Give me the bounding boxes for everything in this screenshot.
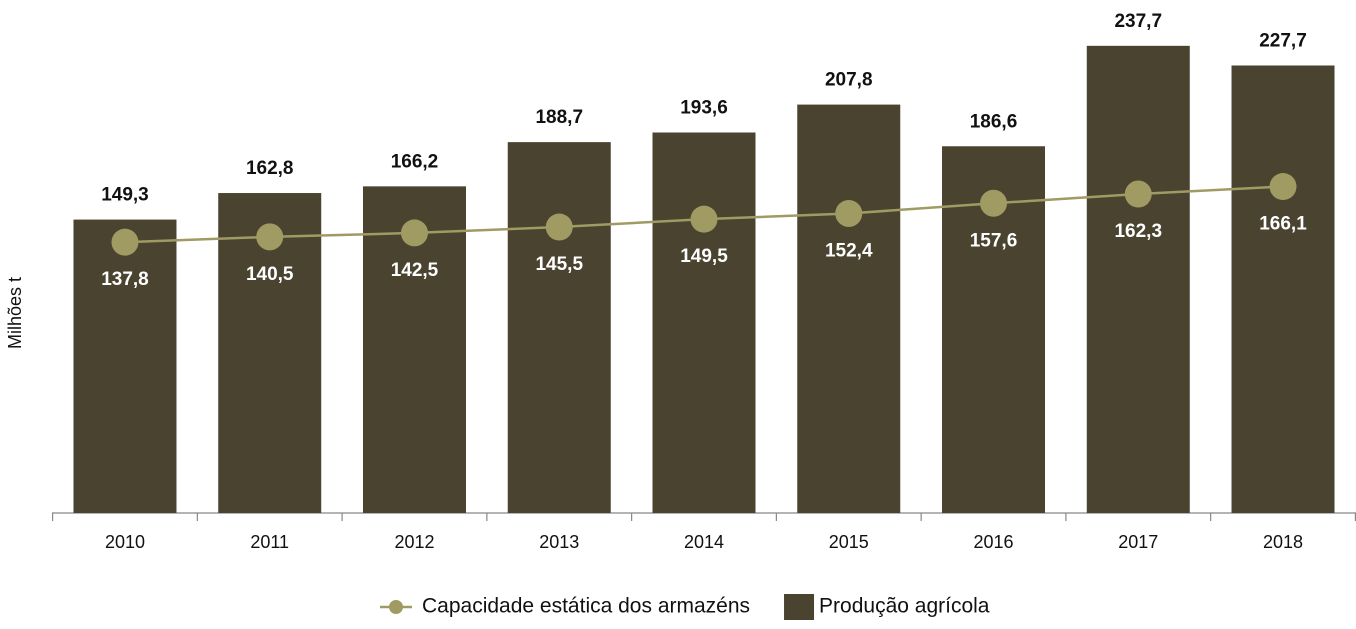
point: [545, 213, 573, 241]
bar: [652, 132, 756, 514]
bar: [1086, 45, 1190, 514]
bar: [507, 142, 611, 513]
bar-value-label: 188,7: [535, 107, 583, 128]
legend-swatch: [784, 594, 815, 620]
x-tick-label: 2013: [539, 532, 579, 552]
bar-value-label: 237,7: [1114, 11, 1162, 32]
bar: [73, 219, 177, 514]
y-axis-label: Milhões t: [5, 277, 25, 349]
bar-value-label: 227,7: [1259, 30, 1307, 51]
bar-value-label: 166,2: [391, 151, 439, 172]
legend-label: Produção agrícola: [819, 595, 990, 618]
x-tick-label: 2017: [1118, 532, 1158, 552]
x-tick-label: 2014: [684, 532, 724, 552]
point-value-label: 162,3: [1114, 221, 1162, 242]
point-value-label: 142,5: [391, 260, 439, 281]
point: [256, 223, 284, 251]
x-tick-label: 2018: [1263, 532, 1303, 552]
legend-point: [389, 600, 403, 614]
bar-value-label: 193,6: [680, 98, 728, 119]
point: [400, 219, 428, 247]
x-tick-label: 2010: [105, 532, 145, 552]
bar: [1231, 65, 1335, 513]
x-tick-label: 2011: [250, 532, 289, 552]
point-value-label: 137,8: [101, 269, 149, 290]
point: [835, 199, 863, 227]
point-value-label: 166,1: [1259, 214, 1307, 235]
point: [980, 189, 1008, 217]
point: [690, 205, 718, 233]
point-value-label: 145,5: [535, 254, 583, 275]
point: [1124, 180, 1152, 208]
x-tick-label: 2012: [394, 532, 434, 552]
point-value-label: 149,5: [680, 246, 728, 267]
x-tick-label: 2016: [973, 532, 1013, 552]
point-value-label: 140,5: [246, 264, 294, 285]
bar-value-label: 207,8: [825, 70, 873, 91]
bar: [797, 104, 901, 513]
bar-value-label: 162,8: [246, 158, 294, 179]
point: [1269, 173, 1297, 201]
point: [111, 228, 139, 256]
bar-value-label: 149,3: [101, 185, 149, 206]
x-tick-label: 2015: [829, 532, 869, 552]
point-value-label: 152,4: [825, 240, 873, 261]
legend-label: Capacidade estática dos armazéns: [422, 595, 750, 618]
point-value-label: 157,6: [970, 230, 1018, 251]
bar-value-label: 186,6: [970, 111, 1018, 132]
